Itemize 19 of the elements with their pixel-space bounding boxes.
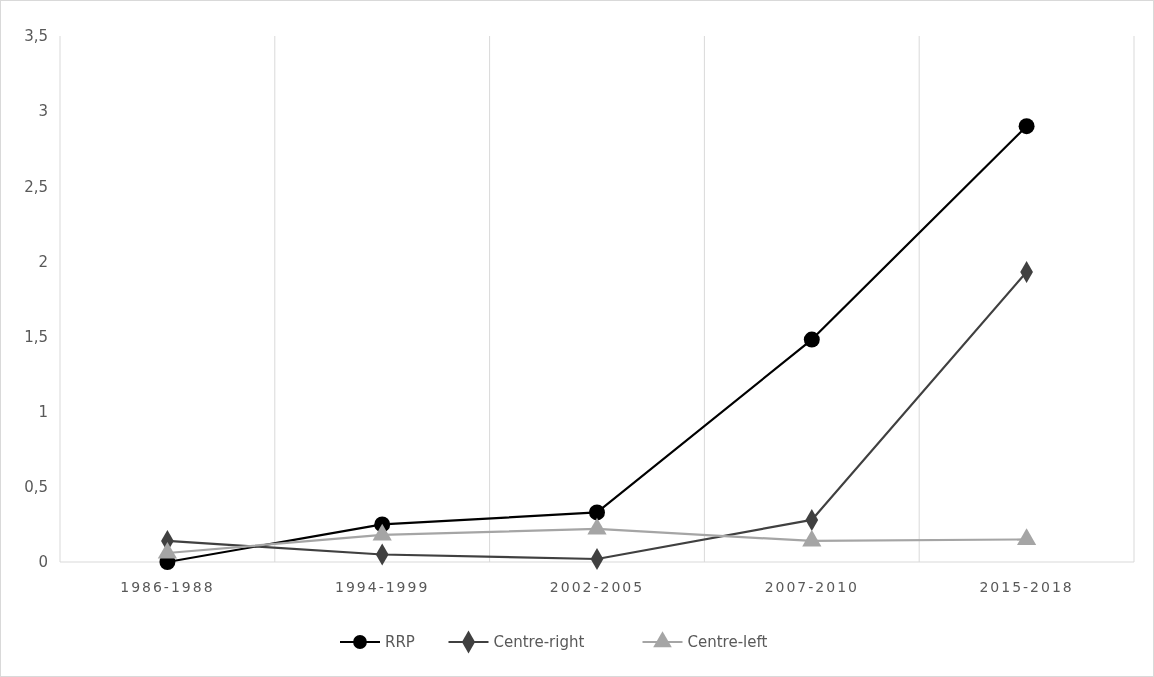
y-tick-label: 1 xyxy=(38,402,48,421)
point xyxy=(589,504,605,521)
x-tick-label: 2015-2018 xyxy=(979,579,1074,595)
y-tick-label: 2,5 xyxy=(24,177,48,196)
y-tick-label: 0,5 xyxy=(24,478,48,497)
legend-label: Centre-right xyxy=(493,633,585,652)
point xyxy=(803,331,820,348)
legend-label: RRP xyxy=(385,633,415,652)
x-tick-label: 2002-2005 xyxy=(549,579,645,595)
y-tick-label: 3 xyxy=(38,102,48,121)
y-tick-label: 1,5 xyxy=(24,327,48,346)
legend-label: Centre-left xyxy=(687,633,768,652)
y-tick-label: 2 xyxy=(38,252,48,271)
x-tick-label: 2007-2010 xyxy=(764,579,859,595)
y-tick-label: 3,5 xyxy=(24,27,48,46)
point xyxy=(1018,118,1035,135)
x-tick-label: 1986-1988 xyxy=(120,579,215,595)
y-tick-label: 0 xyxy=(38,553,48,572)
x-tick-label: 1994-1999 xyxy=(335,579,430,595)
